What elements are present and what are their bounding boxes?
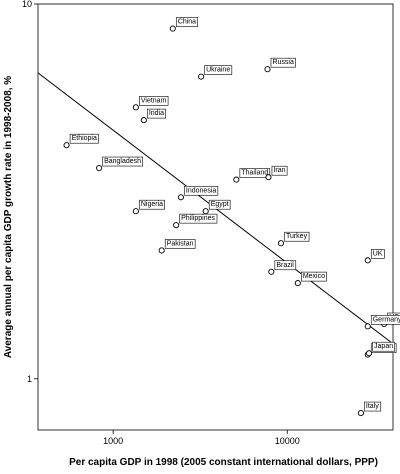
point-label-box <box>270 57 296 68</box>
data-point <box>233 176 240 183</box>
point-label-box <box>271 165 288 176</box>
point-label-box <box>69 133 99 144</box>
data-point <box>158 247 165 254</box>
data-point-group: Indonesia <box>177 185 219 201</box>
data-point <box>365 350 373 357</box>
data-point <box>132 104 139 111</box>
data-point-group: Philippines <box>173 213 218 229</box>
x-axis-title: Per capita GDP in 1998 (2005 constant in… <box>69 457 378 468</box>
point-label-box <box>139 199 165 210</box>
point-label-box <box>204 65 233 75</box>
point-label: Turkey <box>286 233 308 240</box>
data-point-group: Iran <box>265 165 288 181</box>
point-label: Mexico <box>303 273 325 280</box>
plot-area: 1000 10000 1 10 China Russia Ukraine Vietnam In… <box>22 0 400 446</box>
point-label-box <box>274 260 297 271</box>
data-point-group: India <box>140 108 166 124</box>
point-label: China <box>178 19 196 26</box>
point-label: Ukraine <box>206 67 230 74</box>
data-point-group: Ethiopia <box>63 133 99 149</box>
point-label: Thailand <box>241 170 268 177</box>
data-point-group: Brazil <box>268 260 297 275</box>
data-point <box>202 208 209 215</box>
data-point-group: Turkey <box>277 231 310 247</box>
point-label: Indonesia <box>186 187 216 194</box>
point-label: Italy <box>366 403 379 410</box>
data-point-group: Mexico <box>294 271 327 287</box>
data-point <box>177 194 184 201</box>
data-point <box>294 280 301 287</box>
x-tick-label: 10000 <box>275 436 300 446</box>
point-label-box <box>184 185 219 196</box>
data-point-group: Ukraine <box>198 65 233 80</box>
axes: 1000 10000 1 10 <box>22 0 300 446</box>
data-point <box>198 73 205 80</box>
y-tick-label: 10 <box>22 0 32 9</box>
point-label: UK <box>373 250 383 257</box>
point-label-box <box>164 239 196 249</box>
data-point-group: Italy <box>357 401 382 417</box>
data-point <box>140 117 147 124</box>
data-point-group: Japan <box>365 341 396 357</box>
data-point-group: Germany <box>364 315 400 330</box>
point-label: Germany <box>373 316 400 323</box>
point-label: Pakistan <box>167 240 194 247</box>
data-point <box>277 240 284 247</box>
data-points: China Russia Ukraine Vietnam India Ethiopia Ba… <box>63 17 400 417</box>
point-label-box <box>284 231 310 242</box>
point-label-box <box>239 168 271 178</box>
point-label: Russia <box>272 59 294 66</box>
point-label-box <box>175 17 198 27</box>
y-axis-title: Average annual per capita GDP growth rat… <box>3 76 14 358</box>
point-label-box <box>372 341 396 352</box>
data-point <box>132 208 139 215</box>
y-tick-label: 1 <box>27 374 32 384</box>
data-point <box>268 268 275 275</box>
data-point-group: Thailand <box>233 168 271 183</box>
data-point-group: UK <box>364 249 385 264</box>
data-point <box>364 257 371 264</box>
point-label-box <box>301 271 327 282</box>
data-point <box>63 142 70 149</box>
data-point-group: Pakistan <box>158 239 196 254</box>
data-point-group: Nigeria <box>132 199 165 215</box>
point-label-box <box>208 199 231 210</box>
data-point-group: Egypt <box>202 199 231 215</box>
data-point <box>357 410 364 417</box>
point-label: India <box>149 110 164 117</box>
point-label: Japan <box>374 343 393 350</box>
plot-frame <box>37 3 394 431</box>
point-label: Iran <box>273 167 285 174</box>
point-label: Vietnam <box>141 97 167 104</box>
point-label-box <box>139 96 169 106</box>
point-label-box <box>147 108 166 119</box>
data-point-group: Vietnam <box>132 96 169 111</box>
data-point-group: China <box>169 17 198 32</box>
data-point <box>173 222 180 229</box>
point-label-box <box>179 213 218 224</box>
point-label-box <box>370 315 400 325</box>
point-label: Nigeria <box>141 201 163 208</box>
data-point <box>169 25 176 32</box>
point-label-box <box>102 156 143 167</box>
point-label-box <box>370 249 385 259</box>
point-label: Brazil <box>276 262 294 269</box>
data-point-group: Bangladesh <box>96 156 143 172</box>
data-point <box>265 174 272 181</box>
data-point <box>264 66 271 73</box>
point-label: Ethiopia <box>72 135 97 142</box>
point-label: Philippines <box>181 215 215 222</box>
data-point-group: Russia <box>264 57 296 73</box>
point-label: Egypt <box>211 201 229 208</box>
data-point <box>96 164 103 172</box>
data-point <box>364 323 371 330</box>
point-label: Bangladesh <box>104 158 141 165</box>
x-tick-label: 1000 <box>103 436 123 446</box>
point-label-box <box>364 401 382 412</box>
